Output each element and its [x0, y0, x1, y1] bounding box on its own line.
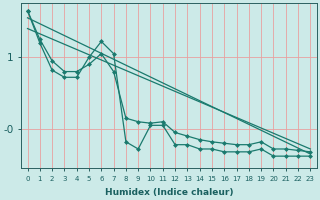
X-axis label: Humidex (Indice chaleur): Humidex (Indice chaleur) — [105, 188, 233, 197]
